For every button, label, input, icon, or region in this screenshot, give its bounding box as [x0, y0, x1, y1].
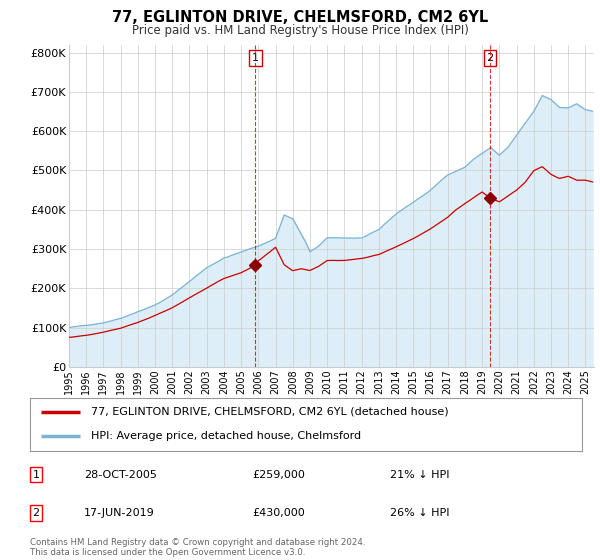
Text: 1: 1 — [252, 53, 259, 63]
Text: 77, EGLINTON DRIVE, CHELMSFORD, CM2 6YL (detached house): 77, EGLINTON DRIVE, CHELMSFORD, CM2 6YL … — [91, 407, 448, 417]
Text: 77, EGLINTON DRIVE, CHELMSFORD, CM2 6YL: 77, EGLINTON DRIVE, CHELMSFORD, CM2 6YL — [112, 10, 488, 25]
Text: 28-OCT-2005: 28-OCT-2005 — [84, 470, 157, 479]
Text: 2: 2 — [487, 53, 494, 63]
Text: 26% ↓ HPI: 26% ↓ HPI — [390, 508, 449, 518]
Text: Price paid vs. HM Land Registry's House Price Index (HPI): Price paid vs. HM Land Registry's House … — [131, 24, 469, 36]
Text: 17-JUN-2019: 17-JUN-2019 — [84, 508, 155, 518]
Text: 21% ↓ HPI: 21% ↓ HPI — [390, 470, 449, 479]
Text: Contains HM Land Registry data © Crown copyright and database right 2024.
This d: Contains HM Land Registry data © Crown c… — [30, 538, 365, 557]
Text: 1: 1 — [32, 470, 40, 479]
Text: £430,000: £430,000 — [252, 508, 305, 518]
Text: HPI: Average price, detached house, Chelmsford: HPI: Average price, detached house, Chel… — [91, 431, 361, 441]
Text: £259,000: £259,000 — [252, 470, 305, 479]
Text: 2: 2 — [32, 508, 40, 518]
